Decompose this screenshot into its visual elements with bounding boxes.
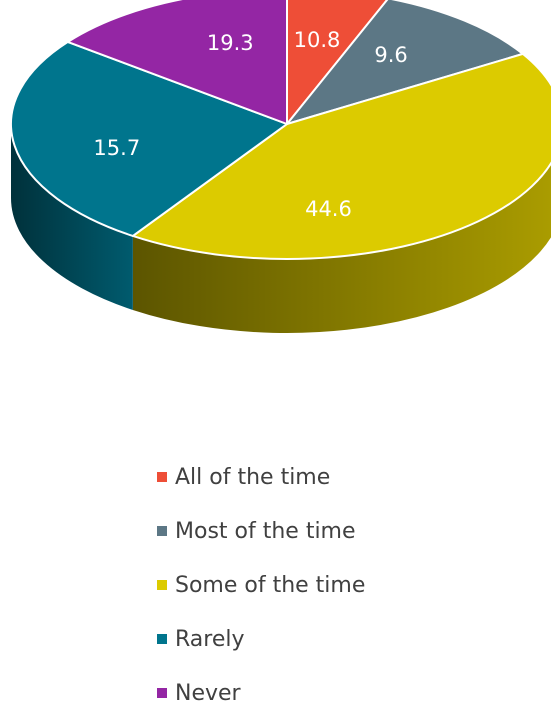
legend-label: Some of the time — [175, 572, 366, 598]
legend: All of the time Most of the time Some of t… — [157, 450, 365, 720]
legend-swatch — [157, 634, 167, 644]
legend-swatch — [157, 472, 167, 482]
pie-sides — [11, 124, 551, 333]
pie-side-3 — [11, 124, 133, 310]
legend-item: Never — [157, 666, 365, 720]
pie-slice-2 — [131, 52, 551, 260]
pie-slice-3 — [10, 40, 288, 237]
legend-label: Most of the time — [175, 518, 356, 544]
pie-chart: 10.8 9.6 44.6 15.7 19.3 All of the time Most … — [10, 0, 551, 706]
legend-label: Never — [175, 680, 241, 706]
legend-item: Some of the time — [157, 558, 365, 612]
pie-labels: 10.8 9.6 44.6 15.7 19.3 — [93, 28, 407, 221]
pie-slice-1 — [286, 0, 524, 125]
legend-item: All of the time — [157, 450, 365, 504]
pie-chart-svg: 10.8 9.6 44.6 15.7 19.3 — [10, 0, 551, 333]
legend-swatch — [157, 526, 167, 536]
legend-item: Rarely — [157, 612, 365, 666]
legend-label: Rarely — [175, 626, 245, 652]
data-label-4: 19.3 — [207, 31, 254, 55]
pie-tops — [10, 0, 551, 260]
legend-label: All of the time — [175, 464, 331, 490]
data-label-0: 10.8 — [294, 28, 341, 52]
data-label-1: 9.6 — [374, 43, 407, 67]
data-label-3: 15.7 — [93, 136, 140, 160]
legend-item: Most of the time — [157, 504, 365, 558]
data-label-2: 44.6 — [305, 197, 352, 221]
pie-side-2 — [132, 163, 551, 333]
pie-slice-4 — [66, 0, 288, 125]
legend-swatch — [157, 580, 167, 590]
